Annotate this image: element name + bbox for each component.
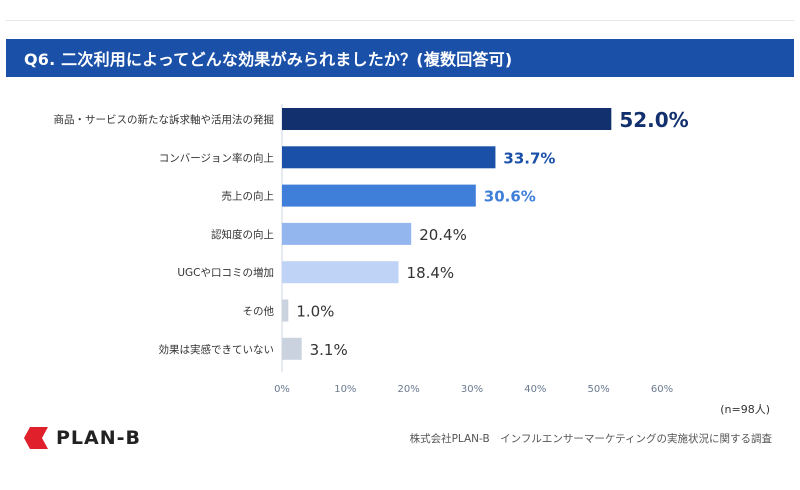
category-label: 効果は実感できていない [159, 343, 275, 356]
x-tick-label: 40% [524, 384, 546, 395]
data-label: 1.0% [296, 303, 334, 321]
plan-b-logo: PLAN-B [24, 425, 141, 451]
bar [282, 337, 302, 360]
category-label: 商品・サービスの新たな訴求軸や活用法の発掘 [54, 113, 275, 126]
category-label: 売上の向上 [222, 190, 275, 203]
x-tick-label: 10% [334, 384, 356, 395]
data-label: 30.6% [484, 188, 536, 206]
x-tick-label: 60% [651, 384, 673, 395]
bar [282, 184, 476, 207]
category-label: 認知度の向上 [211, 228, 274, 241]
category-label: その他 [243, 305, 275, 318]
data-label: 52.0% [619, 108, 688, 132]
plan-b-logo-icon [24, 427, 48, 449]
x-tick-label: 50% [588, 384, 610, 395]
sample-size-note: (n=98人) [720, 403, 770, 416]
chart-header: Q6. 二次利用によってどんな効果がみられましたか？(複数回答可) [6, 39, 794, 77]
bar [282, 108, 612, 130]
data-label: 3.1% [310, 341, 348, 359]
card-frame [6, 20, 794, 477]
bar [282, 261, 399, 284]
bar [282, 222, 412, 245]
bar [282, 146, 496, 169]
data-label: 18.4% [407, 264, 455, 282]
x-tick-label: 0% [274, 384, 290, 395]
category-label: コンバージョン率の向上 [159, 151, 274, 164]
source-credit: 株式会社PLAN-B インフルエンサーマーケティングの実施状況に関する調査 [409, 433, 772, 445]
chart-title: Q6. 二次利用によってどんな効果がみられましたか？(複数回答可) [24, 50, 513, 69]
bar [282, 299, 289, 322]
data-label: 33.7% [503, 149, 555, 167]
data-label: 20.4% [419, 226, 467, 244]
logo-text: PLAN-B [56, 427, 142, 449]
x-tick-label: 30% [461, 384, 483, 395]
x-tick-label: 20% [398, 384, 420, 395]
category-label: UGCや口コミの増加 [177, 266, 274, 279]
